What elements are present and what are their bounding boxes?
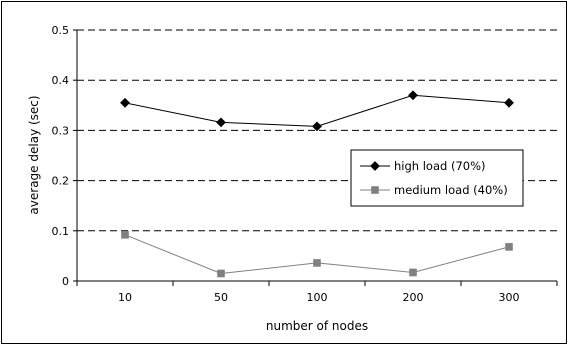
legend-marker bbox=[371, 186, 379, 194]
data-point bbox=[505, 243, 513, 251]
y-tick-label: 0 bbox=[62, 275, 69, 288]
data-point bbox=[120, 97, 130, 108]
y-tick-label: 0.1 bbox=[52, 225, 70, 238]
legend-items: high load (70%) medium load (40%) bbox=[360, 159, 508, 197]
legend-label: high load (70%) bbox=[394, 159, 486, 173]
y-axis-title: average delay (sec) bbox=[27, 95, 41, 214]
data-point bbox=[121, 231, 129, 239]
y-tick-label: 0.3 bbox=[52, 124, 70, 137]
data-point bbox=[504, 97, 514, 108]
data-point bbox=[216, 117, 226, 128]
legend: high load (70%) medium load (40%) bbox=[350, 149, 524, 207]
legend-entry: high load (70%) bbox=[360, 159, 486, 173]
data-point bbox=[312, 121, 322, 132]
series-1 bbox=[120, 90, 514, 132]
x-tick-label: 10 bbox=[118, 291, 132, 304]
data-point bbox=[409, 268, 417, 277]
data-point bbox=[217, 269, 225, 278]
y-axis-ticks: 0 0.1 0.2 0.3 0.4 0.5 bbox=[52, 24, 77, 288]
x-tick-label: 300 bbox=[499, 291, 520, 304]
y-tick-label: 0.5 bbox=[52, 24, 70, 37]
x-axis-ticks: 10 50 100 200 300 bbox=[76, 281, 558, 304]
x-tick-label: 200 bbox=[403, 291, 424, 304]
y-tick-label: 0.2 bbox=[52, 175, 70, 188]
x-axis-title: number of nodes bbox=[266, 319, 368, 333]
legend-entry: medium load (40%) bbox=[360, 183, 508, 197]
y-tick-label: 0.4 bbox=[52, 74, 70, 87]
series-layer bbox=[120, 90, 514, 278]
data-point bbox=[408, 90, 418, 101]
data-point bbox=[313, 259, 321, 267]
x-tick-label: 50 bbox=[214, 291, 228, 304]
series-2 bbox=[121, 231, 513, 278]
x-tick-label: 100 bbox=[307, 291, 328, 304]
legend-label: medium load (40%) bbox=[394, 183, 508, 197]
legend-box bbox=[350, 149, 524, 207]
legend-marker bbox=[370, 161, 380, 171]
